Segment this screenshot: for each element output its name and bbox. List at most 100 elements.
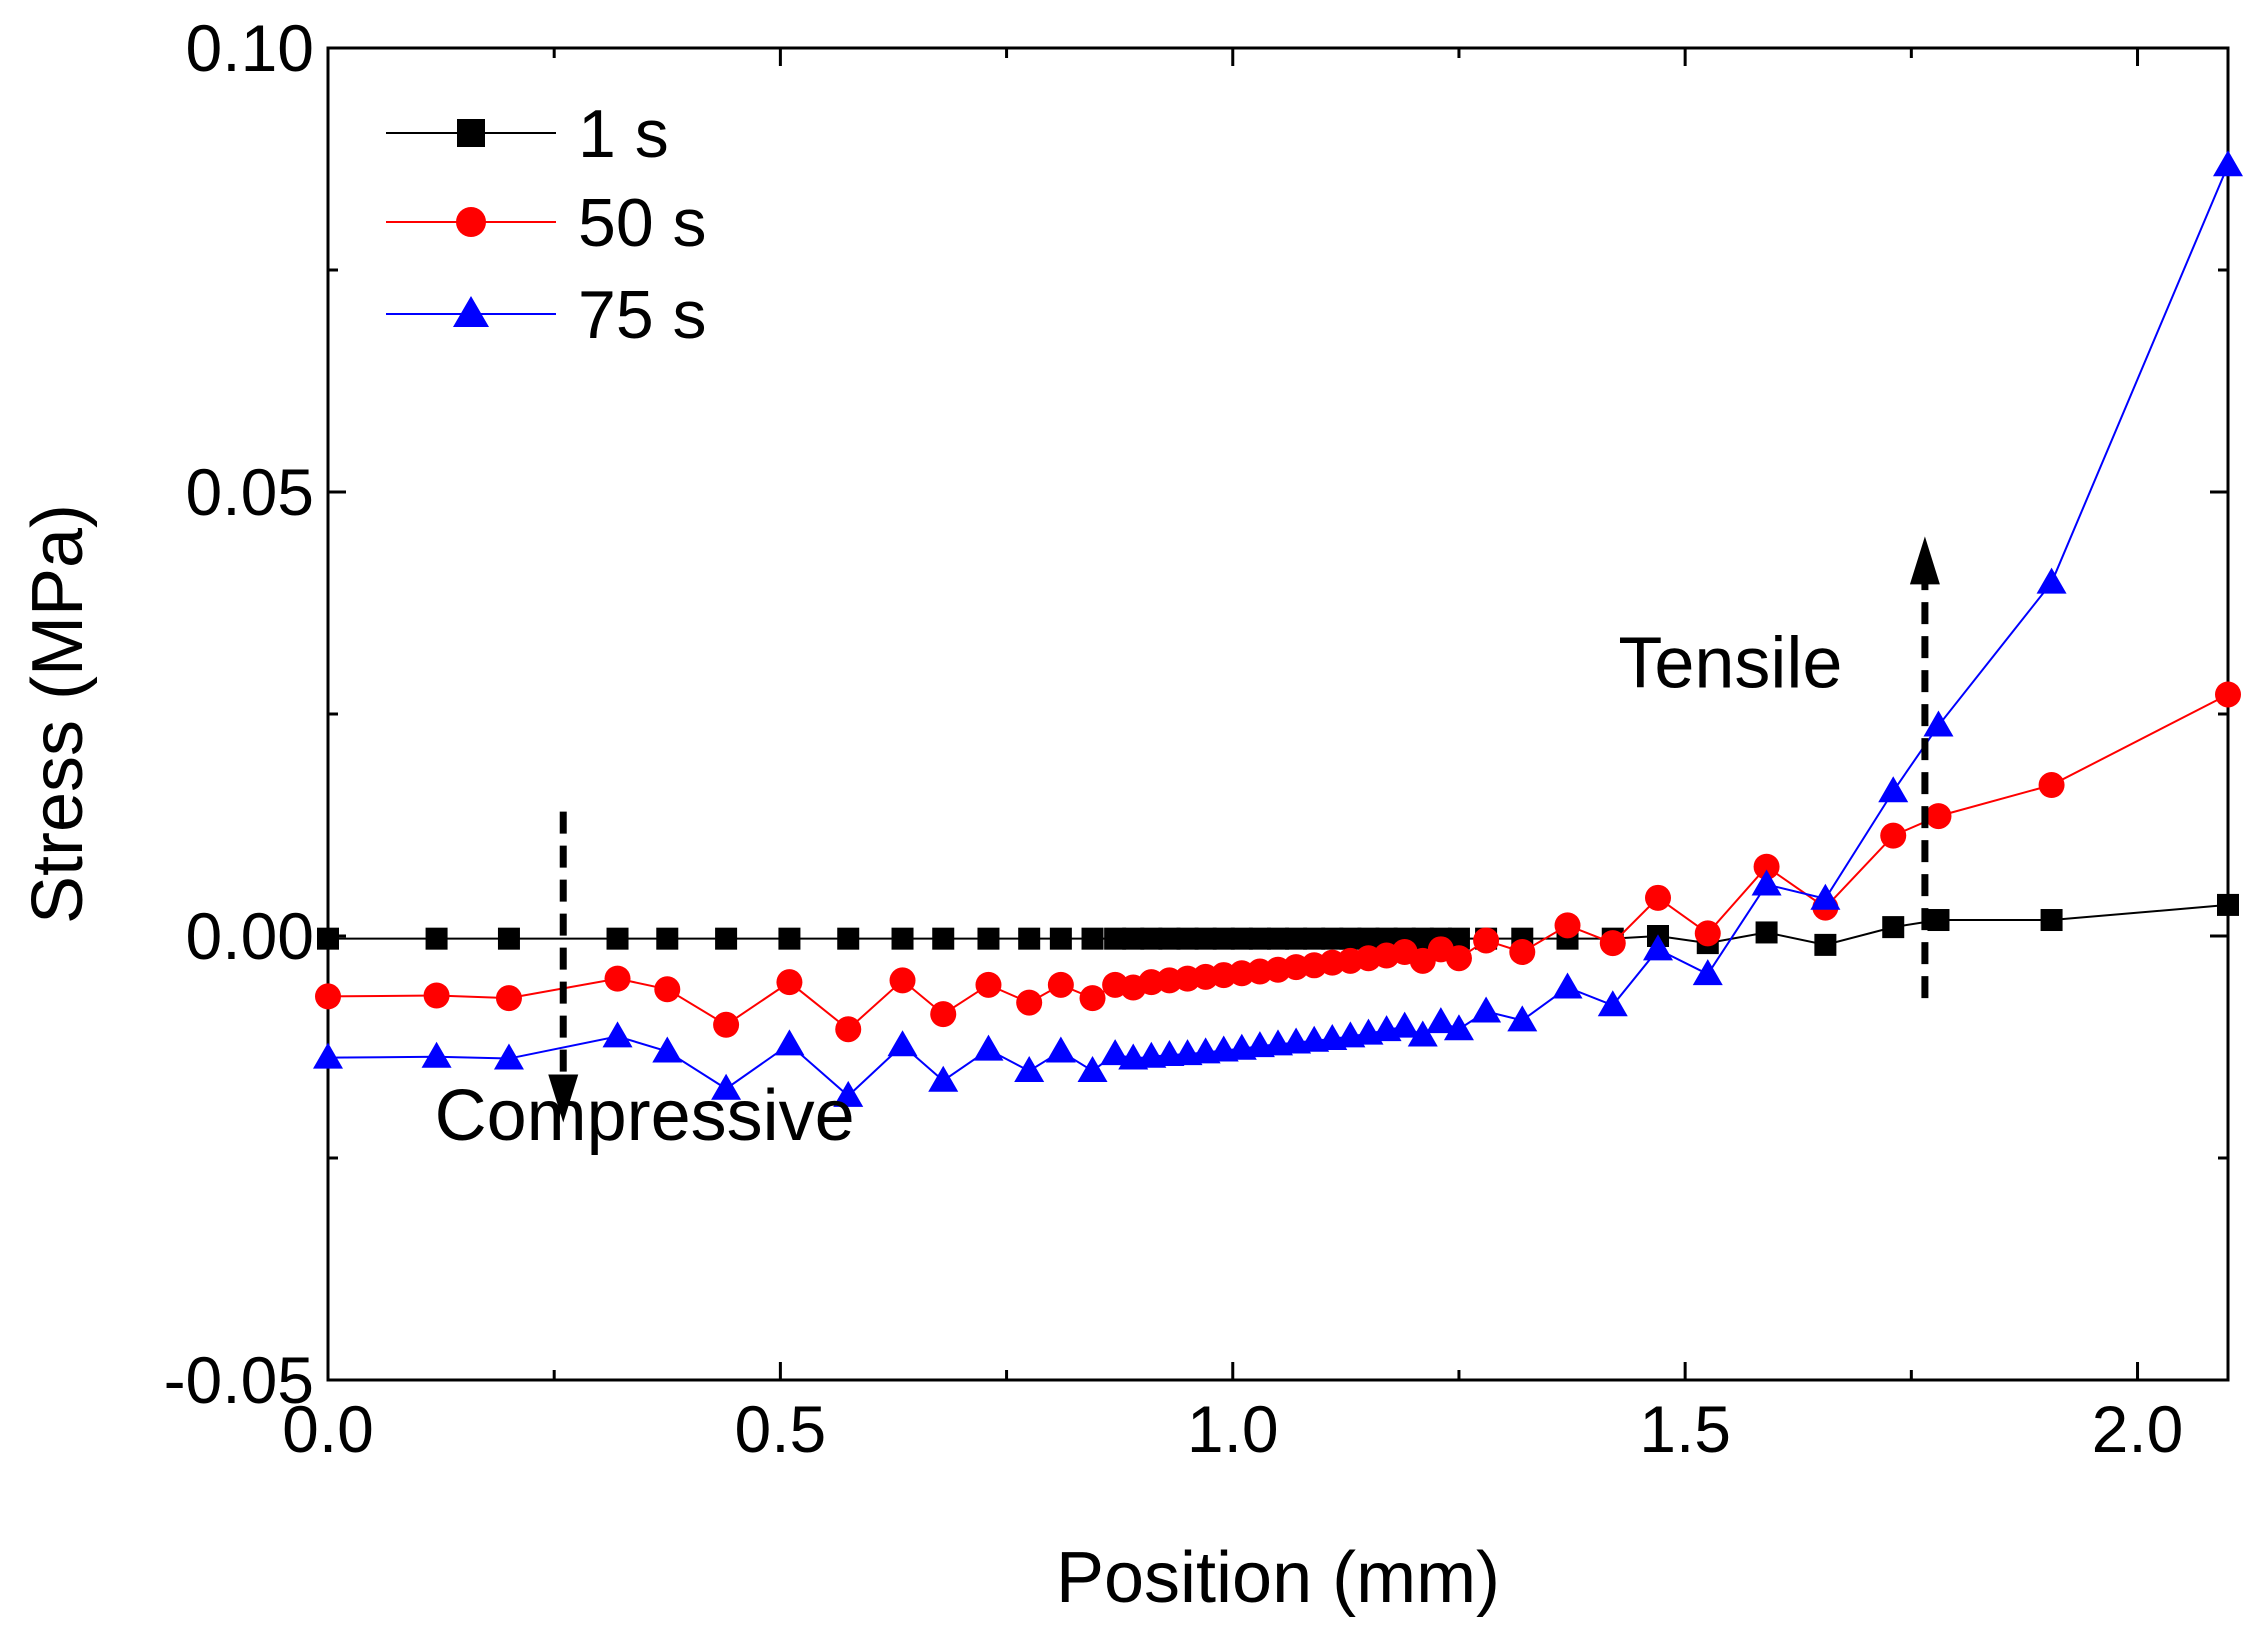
data-point-1s: [425, 927, 448, 950]
data-point-1s: [1339, 927, 1362, 950]
data-point-1s: [1158, 927, 1181, 950]
data-point-75s: [1014, 1055, 1045, 1082]
annotation-label-compressive: Compressive: [435, 1076, 855, 1156]
data-point-50s: [423, 982, 450, 1009]
data-point-50s: [1645, 884, 1671, 911]
data-point-50s: [713, 1011, 740, 1038]
data-point-75s: [1878, 776, 1909, 803]
data-point-1s: [1267, 927, 1289, 950]
legend-label-75s: 75 s: [578, 277, 707, 353]
data-point-75s: [833, 1080, 864, 1107]
data-point-50s: [2215, 681, 2241, 708]
data-point-50s: [1753, 853, 1780, 880]
data-point-75s: [652, 1036, 683, 1063]
data-point-75s: [711, 1073, 742, 1100]
data-point-1s: [2040, 909, 2063, 932]
data-point-1s: [891, 927, 914, 950]
legend-item-1s: 1 s: [386, 96, 669, 172]
data-point-1s: [1122, 927, 1145, 950]
data-point-50s: [930, 1001, 957, 1028]
data-point-1s: [1049, 927, 1072, 950]
annotation-label-tensile: Tensile: [1618, 623, 1842, 703]
data-point-1s: [1285, 927, 1308, 950]
data-point-1s: [715, 927, 738, 950]
data-point-50s: [604, 965, 631, 992]
data-point-50s: [315, 983, 341, 1010]
data-point-75s: [602, 1021, 633, 1048]
data-point-1s: [1104, 927, 1127, 950]
annotation-arrow-head: [548, 1074, 579, 1123]
legend-item-50s: 50 s: [386, 185, 707, 261]
data-point-75s: [1692, 959, 1723, 986]
legend-marker-75s: [453, 296, 489, 327]
data-point-75s: [1810, 883, 1841, 910]
data-point-1s: [1230, 927, 1253, 950]
data-point-1s: [606, 927, 629, 950]
x-tick-label: 0.0: [282, 1392, 374, 1466]
legend-item-75s: 75 s: [386, 277, 707, 353]
data-point-75s: [1425, 1007, 1456, 1034]
data-point-75s: [2036, 567, 2067, 594]
legend: 1 s 50 s 75 s: [386, 96, 707, 353]
data-point-1s: [1303, 927, 1326, 950]
data-point-75s: [1552, 972, 1583, 999]
data-point-50s: [889, 967, 916, 994]
data-point-1s: [1248, 927, 1271, 950]
data-point-1s: [1321, 927, 1344, 950]
data-point-1s: [1755, 921, 1778, 944]
data-point-1s: [497, 927, 520, 950]
series-layer: [313, 150, 2243, 1107]
data-point-75s: [1751, 869, 1782, 896]
y-axis-title: Stress (MPa): [18, 504, 98, 924]
data-point-75s: [1923, 710, 1954, 737]
legend-label-1s: 1 s: [578, 96, 669, 172]
data-point-75s: [1507, 1005, 1538, 1032]
data-point-50s: [1554, 912, 1581, 939]
data-point-50s: [1016, 989, 1043, 1016]
data-point-50s: [1079, 985, 1106, 1012]
legend-marker-50s: [456, 207, 486, 237]
annotation-tensile: Tensile: [1618, 536, 1940, 999]
annotation-arrow-head: [1909, 536, 1940, 585]
data-point-75s: [774, 1029, 805, 1056]
data-point-50s: [1509, 938, 1536, 965]
y-tick-labels: -0.05 0.00 0.05 0.10: [164, 11, 314, 1417]
data-point-1s: [1081, 927, 1104, 950]
series-1s: [317, 893, 2239, 956]
data-point-50s: [1599, 930, 1626, 957]
data-point-50s: [1445, 945, 1472, 972]
x-tick-labels: 0.0 0.5 1.0 1.5 2.0: [282, 1392, 2183, 1466]
data-point-75s: [1100, 1039, 1131, 1066]
data-point-50s: [835, 1016, 862, 1043]
data-point-75s: [887, 1030, 918, 1057]
data-point-1s: [2217, 893, 2239, 916]
x-tick-label: 1.0: [1187, 1392, 1279, 1466]
data-point-50s: [495, 985, 522, 1012]
data-point-50s: [1473, 927, 1500, 954]
annotation-compressive: Compressive: [435, 811, 855, 1156]
legend-marker-1s: [457, 119, 485, 147]
data-point-75s: [493, 1043, 524, 1070]
y-tick-label: 0.10: [186, 11, 314, 85]
data-point-1s: [1018, 927, 1041, 950]
x-axis-title: Position (mm): [1056, 1538, 1500, 1618]
data-point-75s: [1077, 1055, 1108, 1082]
data-point-1s: [1411, 927, 1434, 950]
data-point-50s: [1047, 971, 1074, 998]
data-point-75s: [1443, 1014, 1474, 1041]
data-point-1s: [1212, 927, 1235, 950]
data-point-1s: [1357, 927, 1380, 950]
data-point-50s: [2038, 772, 2065, 799]
x-tick-label: 2.0: [2092, 1392, 2184, 1466]
data-point-75s: [2213, 150, 2243, 177]
series-50s: [315, 681, 2241, 1043]
data-point-1s: [317, 927, 339, 950]
data-point-50s: [776, 969, 803, 996]
data-point-1s: [1176, 927, 1199, 950]
series-75s: [313, 150, 2243, 1107]
data-point-1s: [1927, 909, 1950, 932]
data-point-75s: [1407, 1020, 1438, 1047]
data-point-75s: [313, 1042, 343, 1069]
x-tick-label: 1.5: [1639, 1392, 1731, 1466]
y-tick-label: 0.05: [186, 455, 314, 529]
